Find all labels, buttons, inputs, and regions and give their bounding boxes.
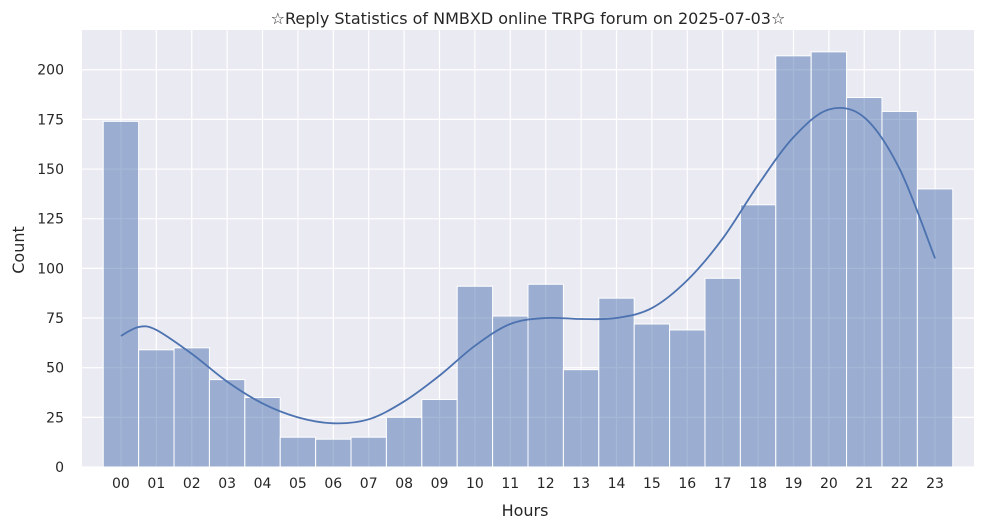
bar-13 <box>562 369 600 468</box>
x-tick-label: 02 <box>183 476 201 492</box>
y-tick-label: 25 <box>46 410 64 426</box>
x-tick-label: 19 <box>785 476 803 492</box>
kde-line <box>120 106 936 425</box>
bar-04 <box>244 396 281 468</box>
y-tick-label: 100 <box>37 261 64 277</box>
x-tick-label: 00 <box>112 476 130 492</box>
bar-00 <box>102 120 140 468</box>
y-axis-label: Count <box>9 226 28 274</box>
y-tick-label: 0 <box>55 460 64 476</box>
chart-title: ☆Reply Statistics of NMBXD online TRPG f… <box>271 9 786 28</box>
y-tick-label: 175 <box>37 112 64 128</box>
kde-layer <box>120 106 936 425</box>
y-tick-label: 125 <box>37 212 64 228</box>
x-tick-label: 18 <box>749 476 767 492</box>
x-tick-label: 21 <box>855 476 873 492</box>
y-axis-ticks: 0 25 50 75 100 125 150 175 200 <box>37 63 64 476</box>
bar-05 <box>279 436 317 468</box>
bar-19 <box>775 55 812 468</box>
x-tick-label: 05 <box>289 476 307 492</box>
x-tick-label: 13 <box>572 476 590 492</box>
bar-01 <box>138 349 175 468</box>
bar-09 <box>421 398 458 468</box>
bar-16 <box>669 329 706 468</box>
x-tick-label: 03 <box>218 476 236 492</box>
bar-20 <box>810 51 848 468</box>
y-tick-label: 200 <box>37 63 64 79</box>
x-tick-label: 01 <box>147 476 165 492</box>
x-tick-label: 23 <box>926 476 944 492</box>
bar-11 <box>492 315 529 468</box>
y-tick-label: 75 <box>46 311 64 327</box>
x-tick-label: 15 <box>643 476 661 492</box>
bar-18 <box>739 204 777 468</box>
bar-07 <box>350 436 387 468</box>
y-tick-label: 150 <box>37 162 64 178</box>
x-tick-label: 17 <box>714 476 732 492</box>
x-tick-label: 07 <box>360 476 378 492</box>
bar-15 <box>633 323 671 468</box>
bar-21 <box>846 97 883 468</box>
bar-03 <box>208 379 246 468</box>
x-axis-ticks: 00 01 02 03 04 05 06 07 08 09 10 11 12 13 14 15 16 17 18 19… <box>112 476 944 492</box>
x-tick-label: 06 <box>324 476 342 492</box>
x-tick-label: 14 <box>608 476 626 492</box>
bar-22 <box>881 110 918 468</box>
x-tick-label: 22 <box>891 476 909 492</box>
bar-23 <box>916 188 954 468</box>
bar-06 <box>315 438 352 468</box>
x-tick-label: 12 <box>537 476 555 492</box>
bar-08 <box>385 416 423 468</box>
x-tick-label: 04 <box>254 476 272 492</box>
bar-10 <box>456 285 494 468</box>
x-tick-label: 08 <box>395 476 413 492</box>
x-tick-label: 10 <box>466 476 484 492</box>
x-axis-label: Hours <box>502 501 549 520</box>
bar-12 <box>527 283 564 468</box>
x-tick-label: 11 <box>501 476 519 492</box>
y-tick-label: 50 <box>46 361 64 377</box>
bar-17 <box>704 277 741 468</box>
bar-02 <box>173 347 210 468</box>
x-tick-label: 09 <box>431 476 449 492</box>
x-tick-label: 16 <box>678 476 696 492</box>
bar-14 <box>598 297 635 468</box>
x-tick-label: 20 <box>820 476 838 492</box>
